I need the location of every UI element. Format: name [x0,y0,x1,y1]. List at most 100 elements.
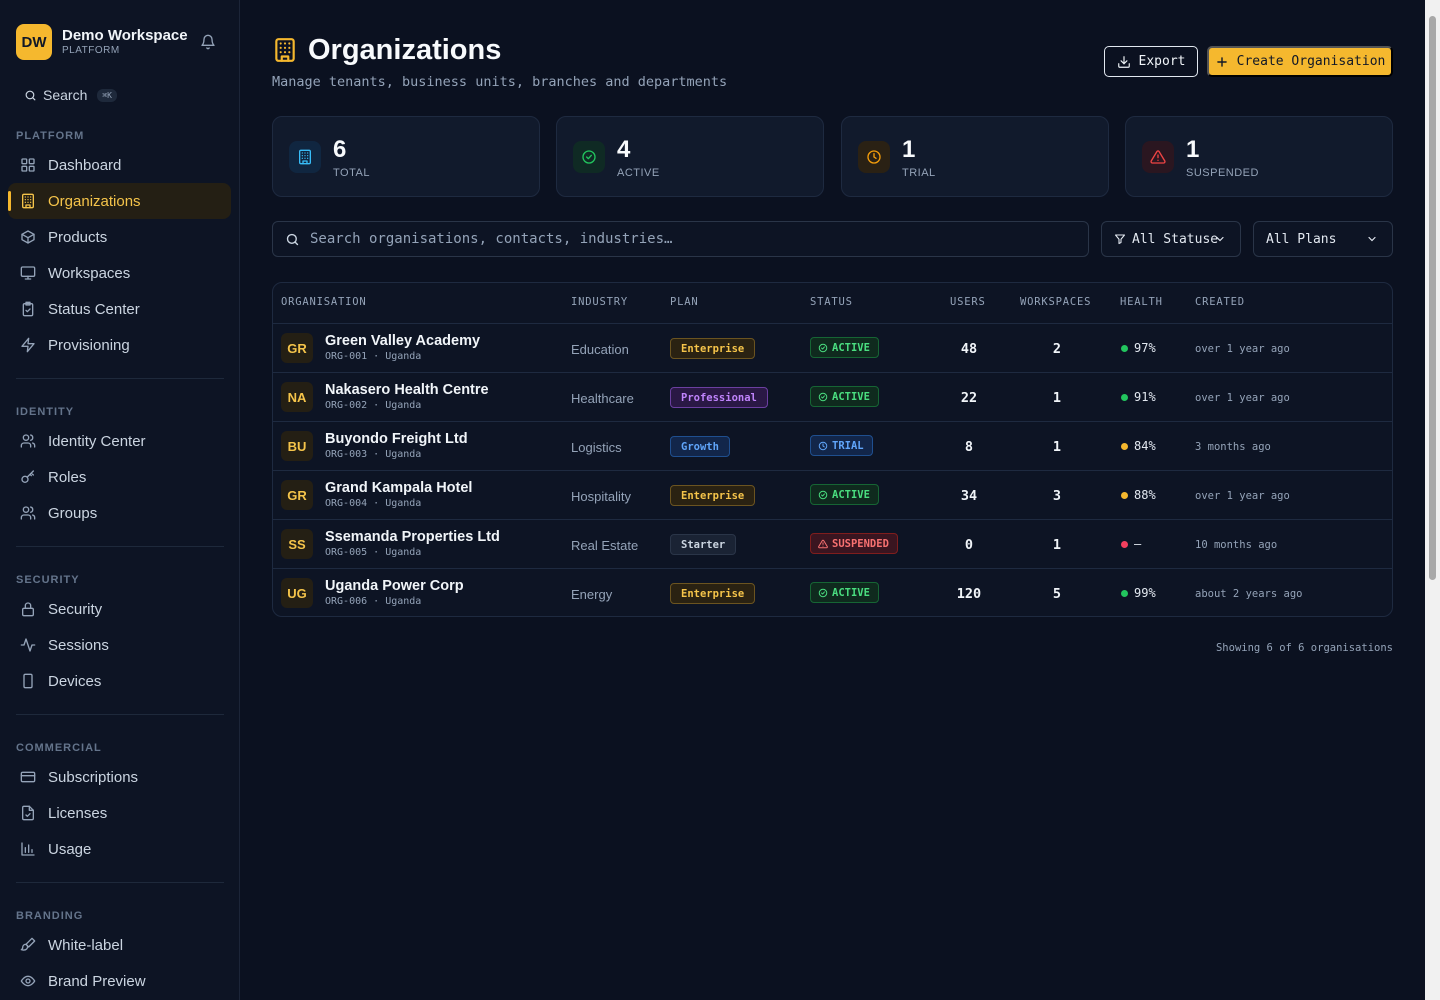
workspace-switcher[interactable]: DW Demo Workspace PLATFORM [16,24,224,60]
sidebar-divider [16,882,224,883]
organisation-name[interactable]: Green Valley Academy [325,333,481,349]
search-input[interactable] [310,231,1070,247]
table-row[interactable]: UG Uganda Power Corp ORG-006 · Uganda Energ… [273,568,1392,616]
organisation-name[interactable]: Ssemanda Properties Ltd [325,529,500,545]
plan-filter[interactable]: All Plans [1253,221,1393,257]
column-header[interactable]: PLAN [670,296,699,308]
plus-icon [1216,56,1227,67]
activity-icon [20,638,36,652]
organisation-name[interactable]: Nakasero Health Centre [325,382,489,398]
column-header[interactable]: ORGANISATION [281,296,367,308]
column-header[interactable]: HEALTH [1120,296,1163,308]
workspace-logo: DW [16,24,52,60]
industry: Hospitality [571,489,631,504]
column-header[interactable]: INDUSTRY [571,296,628,308]
grid-icon [21,158,35,172]
search-icon [25,90,36,100]
sidebar-item-sessions[interactable]: Sessions [8,627,231,663]
status-badge: ACTIVE [810,386,879,407]
eye-icon [20,975,36,987]
stat-value: 6 [333,136,347,163]
sidebar-item-brand-preview[interactable]: Brand Preview [8,963,231,999]
sidebar-search[interactable]: Search ⌘K [16,84,224,106]
sidebar-item-label: Products [48,228,108,246]
stat-icon-box [858,141,890,173]
sidebar-item-status-center[interactable]: Status Center [8,291,231,327]
workspaces-count: 1 [1052,537,1062,553]
users-count: 120 [956,586,982,602]
page-scrollbar[interactable] [1425,0,1440,1000]
sidebar-item-label: Dashboard [48,156,122,174]
plan-badge: Professional [670,387,768,408]
health-indicator: 88% [1121,488,1156,502]
sidebar-item-usage[interactable]: Usage [8,831,231,867]
export-button[interactable]: Export [1104,46,1198,77]
sidebar: DW Demo Workspace PLATFORM Search ⌘K PLA… [0,0,240,1000]
plan-badge: Enterprise [670,485,756,506]
created-date: over 1 year ago [1195,392,1290,404]
sidebar-item-dashboard[interactable]: Dashboard [8,147,231,183]
results-count: Showing 6 of 6 organisations [1215,642,1393,654]
column-header[interactable]: STATUS [810,296,853,308]
card-icon [20,771,36,783]
status-badge: SUSPENDED [810,533,898,554]
stat-label: SUSPENDED [1186,167,1259,179]
avatar: GR [281,333,313,363]
stat-icon-box [289,141,321,173]
stat-label: ACTIVE [617,167,660,179]
users-icon [20,506,36,520]
building-icon [22,193,34,209]
scrollbar-thumb[interactable] [1429,16,1436,580]
check-circle-icon [818,392,828,401]
box-icon [21,230,35,244]
stat-label: TRIAL [902,167,936,179]
sidebar-section-label: BRANDING [16,910,84,922]
clipboard-icon [22,301,34,317]
industry: Education [571,342,629,357]
column-header[interactable]: USERS [950,296,986,308]
sidebar-item-groups[interactable]: Groups [8,495,231,531]
page-subtitle: Manage tenants, business units, branches… [272,74,728,90]
chevron-down-icon [1368,236,1376,242]
sidebar-item-white-label[interactable]: White-label [8,927,231,963]
organisation-meta: ORG-006 · Uganda [325,596,422,607]
sidebar-item-products[interactable]: Products [8,219,231,255]
brush-icon [20,937,36,951]
health-dot [1121,344,1128,352]
table-row[interactable]: BU Buyondo Freight Ltd ORG-003 · Uganda Log… [273,421,1392,470]
status-filter[interactable]: All Statuses [1101,221,1241,257]
organisation-name[interactable]: Grand Kampala Hotel [325,480,473,496]
organisation-name[interactable]: Uganda Power Corp [325,578,464,594]
organisation-name[interactable]: Buyondo Freight Ltd [325,431,468,447]
health-dot [1121,442,1128,450]
sidebar-item-organizations[interactable]: Organizations [8,183,231,219]
sidebar-item-roles[interactable]: Roles [8,459,231,495]
phone-icon [23,673,33,689]
table-row[interactable]: GR Green Valley Academy ORG-001 · Uganda Ed… [273,323,1392,372]
table-row[interactable]: NA Nakasero Health Centre ORG-002 · Uganda… [273,372,1392,421]
status-label: TRIAL [832,439,864,452]
column-header[interactable]: WORKSPACES [1020,296,1092,308]
sidebar-item-identity-center[interactable]: Identity Center [8,423,231,459]
sidebar-item-subscriptions[interactable]: Subscriptions [8,759,231,795]
table-row[interactable]: GR Grand Kampala Hotel ORG-004 · Uganda Hos… [273,470,1392,519]
avatar: GR [281,480,313,510]
create-organisation-button[interactable]: Create Organisation [1207,46,1393,77]
sidebar-item-label: Licenses [48,804,108,822]
table-row[interactable]: SS Ssemanda Properties Ltd ORG-005 · Ugand… [273,519,1392,568]
users-count: 22 [960,390,978,406]
bell-icon[interactable] [200,34,216,50]
plan-badge: Enterprise [670,338,756,359]
sidebar-item-licenses[interactable]: Licenses [8,795,231,831]
building-icon [299,149,311,165]
export-label: Export [1138,54,1186,69]
stat-value: 1 [1186,136,1200,163]
check-circle-icon [818,343,828,352]
sidebar-item-security[interactable]: Security [8,591,231,627]
organisation-search[interactable] [272,221,1089,257]
sidebar-item-devices[interactable]: Devices [8,663,231,699]
column-header[interactable]: CREATED [1195,296,1245,308]
sidebar-item-provisioning[interactable]: Provisioning [8,327,231,363]
sidebar-divider [16,714,224,715]
sidebar-item-workspaces[interactable]: Workspaces [8,255,231,291]
